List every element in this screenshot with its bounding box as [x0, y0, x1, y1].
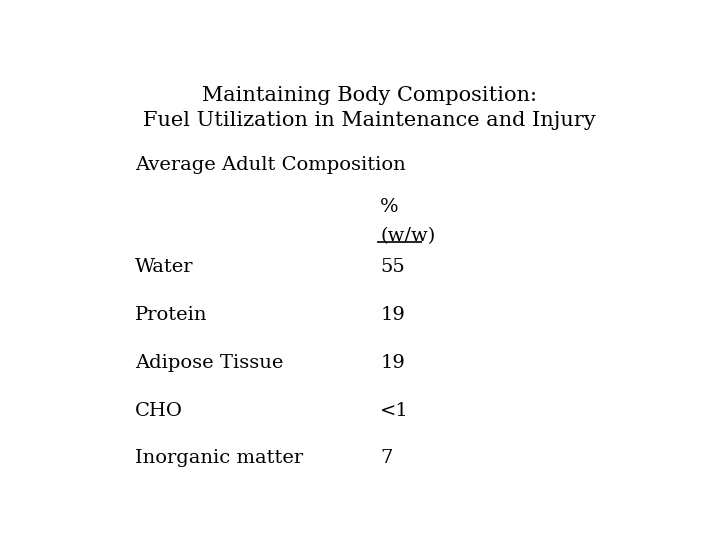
- Text: <1: <1: [380, 402, 409, 420]
- Text: Average Adult Composition: Average Adult Composition: [135, 156, 405, 174]
- Text: %: %: [380, 198, 399, 216]
- Text: 7: 7: [380, 449, 392, 468]
- Text: 19: 19: [380, 354, 405, 372]
- Text: 55: 55: [380, 258, 405, 276]
- Text: 19: 19: [380, 306, 405, 324]
- Text: CHO: CHO: [135, 402, 183, 420]
- Text: Adipose Tissue: Adipose Tissue: [135, 354, 283, 372]
- Text: Inorganic matter: Inorganic matter: [135, 449, 303, 468]
- Text: Water: Water: [135, 258, 193, 276]
- Text: Protein: Protein: [135, 306, 207, 324]
- Text: (w/w): (w/w): [380, 227, 436, 245]
- Text: Maintaining Body Composition:
Fuel Utilization in Maintenance and Injury: Maintaining Body Composition: Fuel Utili…: [143, 85, 595, 130]
